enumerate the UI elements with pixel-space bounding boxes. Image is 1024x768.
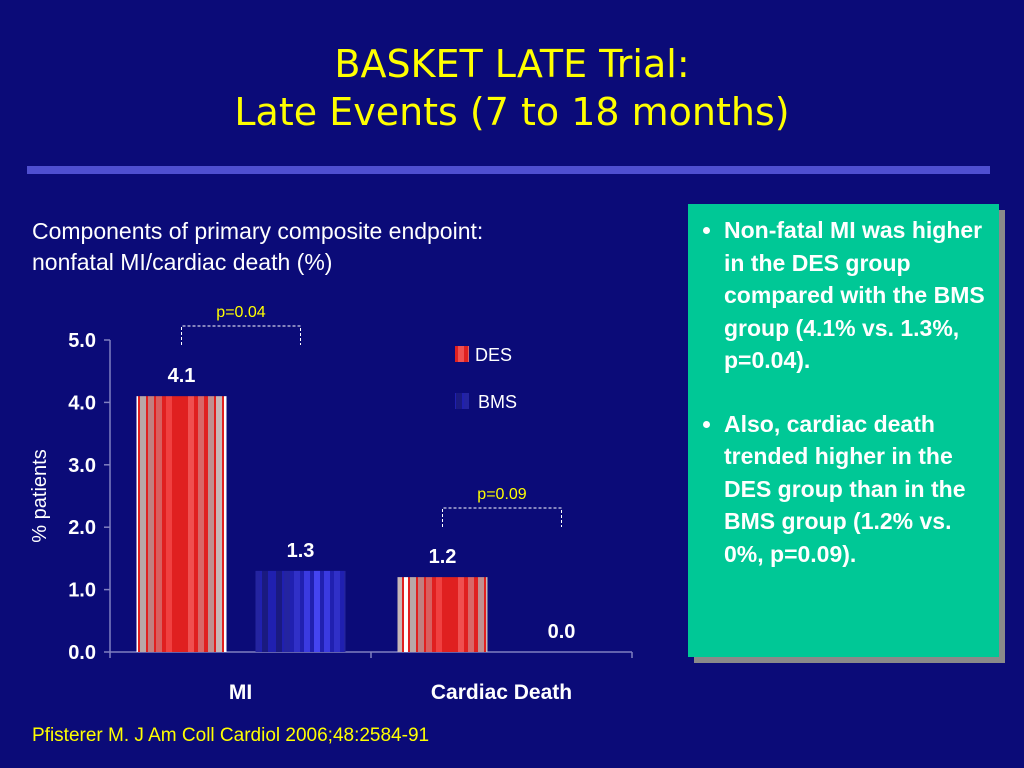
y-tick-label: 2.0 xyxy=(68,517,96,539)
legend-swatch-bms xyxy=(455,393,469,409)
p-value-label: p=0.09 xyxy=(477,486,526,503)
subtitle-line-1: Components of primary composite endpoint… xyxy=(32,218,484,244)
bar-des-cardiac-death xyxy=(397,577,488,652)
citation: Pfisterer M. J Am Coll Cardiol 2006;48:2… xyxy=(32,725,430,746)
finding-cardiac-death: Also, cardiac death trended higher in th… xyxy=(724,408,987,571)
bar-chart: 0.0 1.0 2.0 3.0 4.0 5.0 % patients 4.1 1.3 MI 1.2 0… xyxy=(0,290,660,720)
findings-callout: Non-fatal MI was higher in the DES group… xyxy=(688,204,999,657)
subtitle-line-2: nonfatal MI/cardiac death (%) xyxy=(32,249,333,275)
legend-swatch-des xyxy=(455,346,469,362)
bar-bms-mi xyxy=(255,570,346,652)
y-tick-label: 1.0 xyxy=(68,580,96,602)
y-tick-label: 3.0 xyxy=(68,455,96,477)
title-line-1: BASKET LATE Trial: xyxy=(334,42,690,86)
bar-value-label: 0.0 xyxy=(548,621,576,643)
y-axis-title: % patients xyxy=(29,449,51,542)
significance-bracket xyxy=(181,325,301,345)
x-category-label: Cardiac Death xyxy=(431,681,572,704)
bar-chart-svg: 0.0 1.0 2.0 3.0 4.0 5.0 % patients 4.1 1.3 MI 1.2 0… xyxy=(29,304,633,704)
significance-bracket xyxy=(442,507,562,527)
legend-label-des: DES xyxy=(475,345,512,365)
p-value-label: p=0.04 xyxy=(216,304,265,321)
title-line-2: Late Events (7 to 18 months) xyxy=(234,90,790,134)
y-tick-label: 4.0 xyxy=(68,392,96,414)
findings-list: Non-fatal MI was higher in the DES group… xyxy=(688,204,999,570)
bar-value-label: 1.3 xyxy=(287,540,315,562)
slide-title: BASKET LATE Trial: Late Events (7 to 18 … xyxy=(0,40,1024,136)
bar-value-label: 1.2 xyxy=(429,546,457,568)
title-divider xyxy=(27,166,990,174)
bar-value-label: 4.1 xyxy=(168,365,196,387)
y-tick-label: 5.0 xyxy=(68,330,96,352)
legend-label-bms: BMS xyxy=(478,392,517,412)
bar-des-mi xyxy=(136,396,227,652)
chart-subtitle: Components of primary composite endpoint… xyxy=(32,216,632,278)
x-category-label: MI xyxy=(229,681,252,704)
finding-mi: Non-fatal MI was higher in the DES group… xyxy=(724,214,987,377)
y-tick-label: 0.0 xyxy=(68,642,96,664)
